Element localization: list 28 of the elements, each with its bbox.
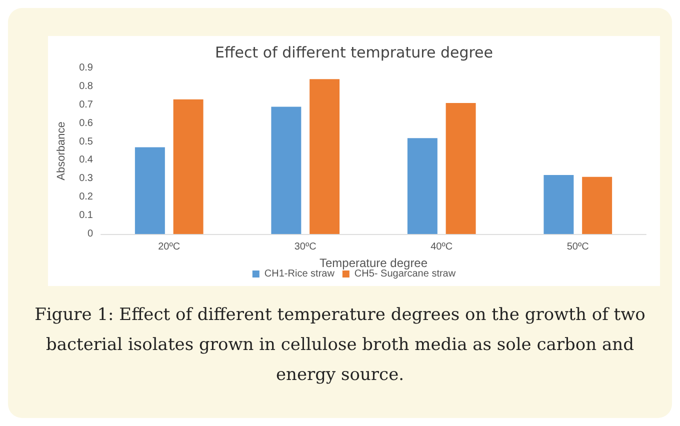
chart-title: Effect of different temprature degree [214,44,494,62]
bar [271,106,302,234]
y-tick-label: 0.5 [79,136,94,148]
caption: Figure 1: Effect of different temperature degrees on the growth of two bacterial isolates grown in cellulose broth media as sole carbon and energy source. [34,304,646,387]
y-tick-label: 0.8 [79,80,94,92]
y-tick-label: 0.9 [79,62,94,74]
y-axis-title: Absorbance [56,122,68,180]
bar [134,147,165,234]
bar [582,176,612,234]
bar [446,103,476,234]
y-tick-label: 0.6 [79,118,94,129]
x-tick-label: 50ºC [566,242,589,252]
y-tick-label: 0 [87,228,94,240]
bar [173,99,204,234]
y-tick-label: 0.2 [79,192,94,203]
x-tick-label: 20ºC [158,242,180,252]
y-tick-label: 0.7 [79,99,94,110]
x-tick-label: 30ºC [294,242,316,252]
x-tick-label: 40ºC [430,242,453,252]
x-axis-title: Temperature degree [319,256,428,270]
y-tick-label: 0.1 [79,210,94,222]
y-tick-label: 0.3 [79,173,94,184]
legend-label: CH5- Sugarcane straw [354,268,456,280]
bar [544,174,574,234]
legend-label: CH1-Rice straw [264,268,336,280]
bar [310,79,340,234]
y-tick-label: 0.4 [79,154,94,166]
bar [407,138,438,234]
